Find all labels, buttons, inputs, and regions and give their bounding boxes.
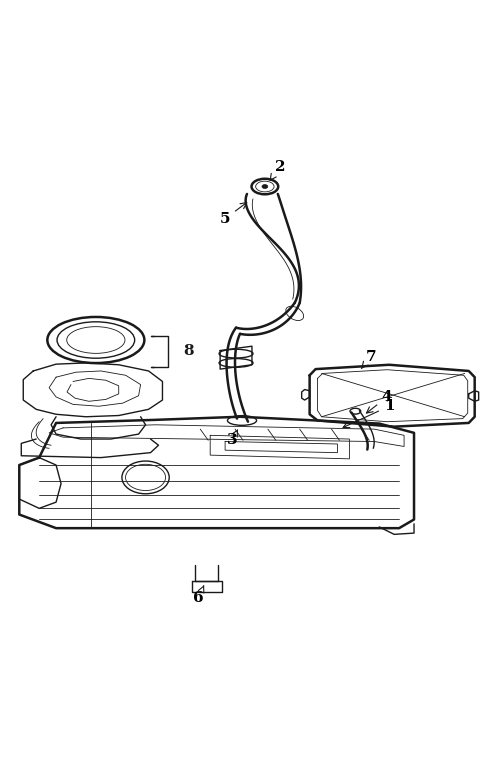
Text: 2: 2	[270, 160, 285, 180]
Text: 6: 6	[193, 586, 204, 605]
Text: 8: 8	[183, 343, 194, 358]
Text: 3: 3	[227, 430, 238, 448]
Text: 7: 7	[362, 350, 377, 368]
Text: 1: 1	[343, 399, 394, 427]
Text: 4: 4	[366, 390, 392, 413]
Ellipse shape	[262, 184, 268, 188]
Text: 5: 5	[220, 202, 247, 226]
